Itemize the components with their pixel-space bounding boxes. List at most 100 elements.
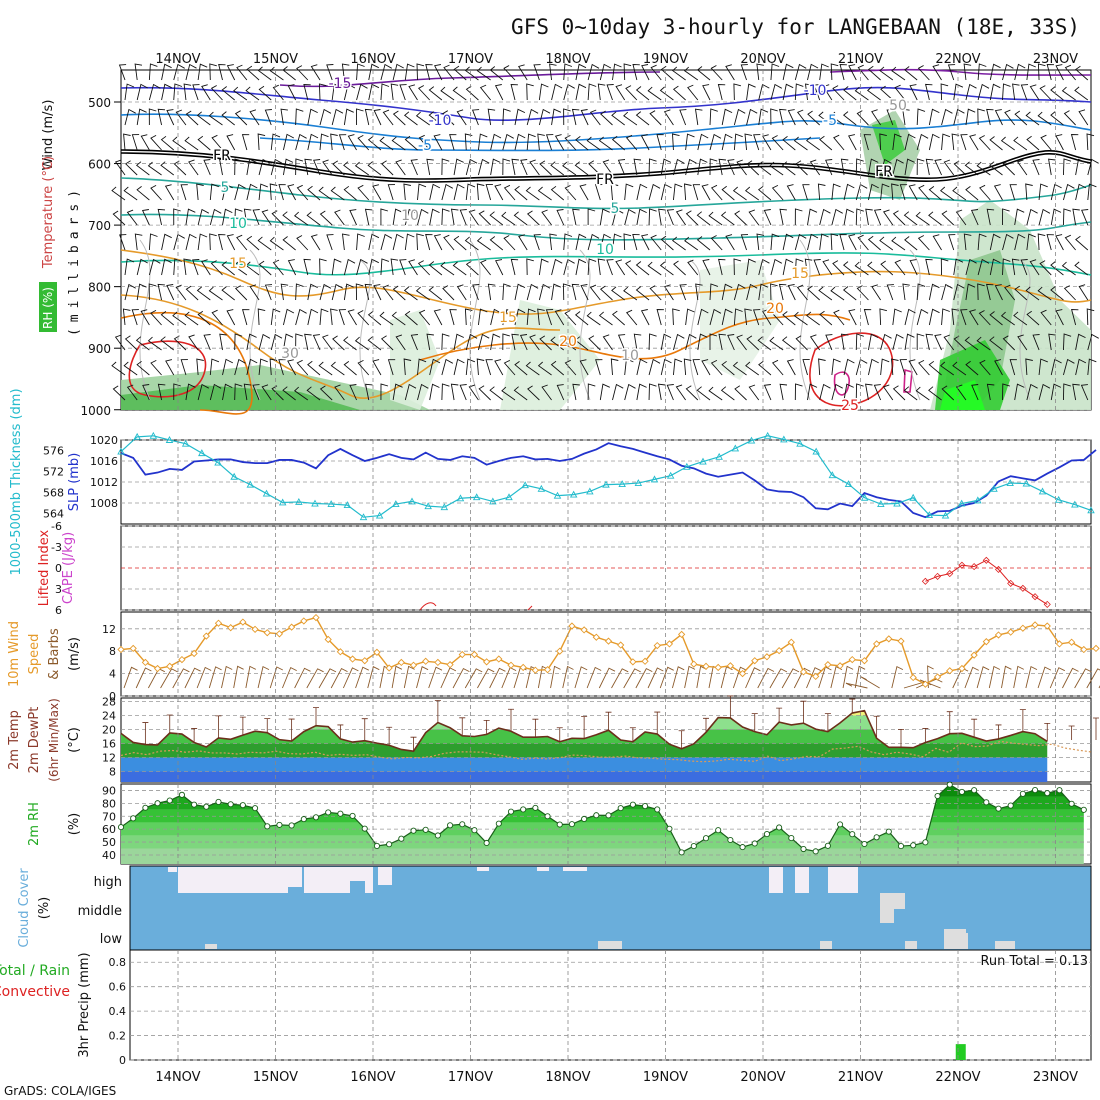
wind-barb	[489, 236, 504, 251]
wind-barb	[696, 66, 711, 81]
thickness-point	[731, 444, 740, 452]
wind-barb	[909, 259, 918, 276]
wind-barb	[355, 666, 370, 689]
wind-barb	[744, 186, 760, 201]
wind-barb	[403, 665, 415, 689]
wind-barb	[623, 286, 638, 301]
wind-barb	[1075, 358, 1087, 376]
thickness-point	[424, 502, 432, 510]
wind-barb	[733, 108, 746, 126]
wind-barb	[685, 385, 699, 401]
rh-contour	[139, 239, 151, 401]
precip-tick-label: 0.8	[109, 956, 127, 969]
thickness-point	[618, 480, 626, 488]
temp-unit-label: (°C)	[67, 727, 82, 753]
wind-barb	[450, 208, 459, 226]
wind-tick-label: 12	[102, 623, 116, 636]
cloud-low-bar	[995, 941, 1015, 949]
wind-barb	[1039, 85, 1052, 101]
wind-barb	[513, 211, 528, 226]
wind-barb	[537, 186, 552, 201]
lifted-index-axis-label: Lifted Index	[37, 529, 52, 606]
wind-barb	[625, 260, 638, 276]
wind-barb	[485, 184, 493, 201]
wind-barb	[367, 136, 382, 151]
wind-barb	[211, 134, 223, 151]
wind-barb	[272, 259, 284, 276]
wind-barb	[549, 233, 557, 251]
wind-barb	[258, 333, 271, 351]
wind-speed-point	[531, 666, 540, 674]
wind-barb	[672, 358, 683, 376]
rh-tick-label: 70	[102, 810, 116, 823]
wind-barb	[879, 308, 888, 326]
wind-speed-point	[1055, 640, 1064, 648]
wind-barb	[433, 309, 443, 326]
wind-barb	[372, 184, 382, 201]
wind-barb	[319, 108, 332, 126]
wind-barb	[1050, 358, 1062, 376]
wind-barb	[587, 258, 597, 276]
wind-barb	[330, 308, 338, 326]
wind-barb	[111, 186, 126, 201]
rh-contour	[799, 239, 811, 401]
wind-barb	[428, 261, 443, 276]
wind-barb	[1072, 208, 1080, 226]
wind-barb	[321, 334, 333, 351]
wind-barb	[599, 233, 612, 251]
wind-barb	[501, 386, 516, 401]
wind-barb	[782, 311, 796, 326]
wind-barb	[916, 133, 929, 151]
wind-barb	[1017, 334, 1028, 351]
minmax-errorbar	[215, 715, 222, 738]
wind-barb	[257, 308, 266, 326]
wind-barb	[287, 359, 297, 376]
wind-barb	[564, 359, 577, 376]
wind-barb	[392, 285, 406, 301]
wind-speed-point	[1067, 638, 1076, 646]
wind-barb	[979, 184, 991, 201]
rh-point	[398, 835, 405, 842]
wind-barb	[695, 283, 703, 301]
wind-barb	[1025, 111, 1040, 126]
rh-tick-label: 60	[102, 823, 116, 836]
wind-barb	[1025, 665, 1038, 689]
temperature-contour	[120, 149, 1092, 180]
wind-barb	[843, 358, 855, 376]
wind-barb	[989, 233, 1001, 251]
wind-barb	[408, 259, 418, 276]
wind-barb	[867, 358, 879, 376]
wind-barb	[586, 311, 601, 326]
wind-barb	[685, 333, 697, 351]
wind-barb	[882, 384, 894, 401]
temperature-contour	[120, 252, 1092, 276]
rh-point	[544, 813, 551, 820]
wind-barb	[441, 183, 454, 201]
wind-barb	[197, 310, 211, 326]
wind-barb	[282, 158, 294, 176]
wind-barb	[312, 334, 321, 351]
wind-barb	[408, 84, 418, 101]
millibars-axis-label: (millibars)	[67, 184, 82, 336]
wind-barb	[296, 235, 309, 251]
wind-barb	[663, 284, 674, 301]
wind-barb	[343, 161, 357, 176]
wind-barb	[307, 283, 318, 301]
wind-barb	[136, 83, 148, 101]
rh-point	[520, 806, 527, 813]
wind-barb	[940, 258, 949, 276]
wind-barb	[843, 183, 855, 201]
wind-barb	[855, 208, 864, 226]
wind-barb	[399, 84, 407, 101]
wind-barb	[602, 159, 613, 176]
wind-barb	[685, 308, 695, 326]
wind-barb	[563, 108, 571, 126]
wind-barb	[684, 183, 692, 201]
wind-barb	[848, 64, 857, 81]
wind-barb	[295, 308, 307, 326]
wind-barb	[894, 259, 906, 276]
rh-point	[215, 798, 222, 805]
temperature-contour	[279, 71, 661, 88]
wind-speed-point	[507, 661, 515, 669]
